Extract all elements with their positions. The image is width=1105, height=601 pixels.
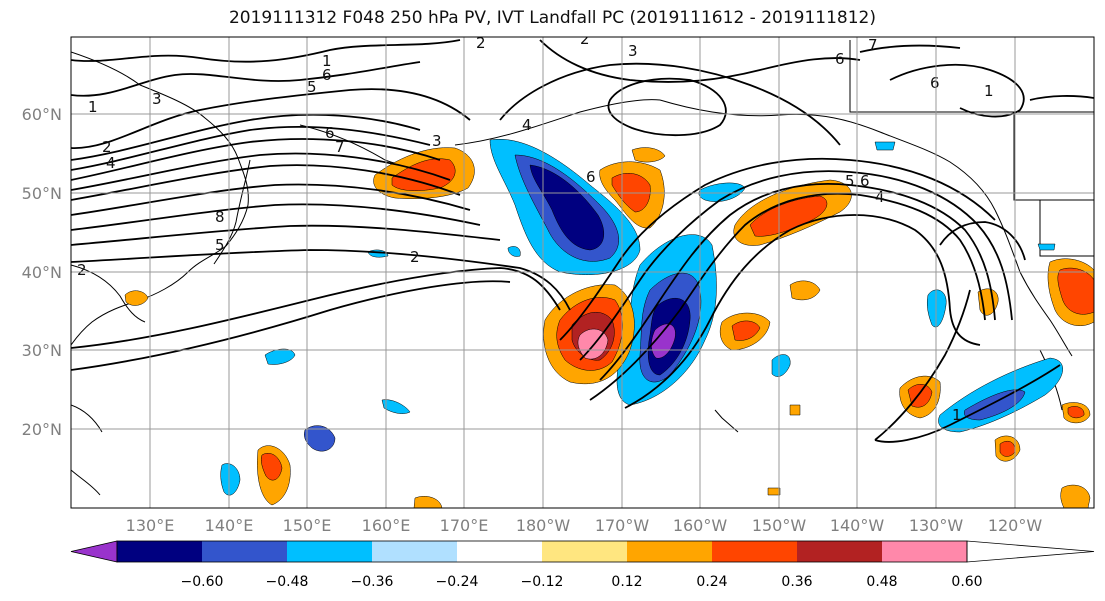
lon-label: 170°E	[440, 516, 489, 535]
contour-label: 1	[88, 98, 98, 116]
lat-label: 50°N	[22, 184, 62, 203]
colorbar-tick-label: −0.24	[436, 574, 479, 590]
colorbar-tick-label: 0.60	[951, 574, 982, 590]
contour-label: 6	[930, 74, 940, 92]
contour-label: 4	[106, 154, 116, 172]
contour-label: 3	[628, 42, 638, 60]
map-area: 1 2 3 4 5 6 7 8 2 3 5 6 4 1 6 3 2 7 6 1 …	[71, 30, 1094, 508]
colorbar-tick-label: 0.12	[611, 574, 642, 590]
colorbar-outline	[116, 540, 968, 563]
lon-label: 160°E	[362, 516, 411, 535]
colorbar-segment	[287, 541, 372, 562]
lon-label: 130°E	[126, 516, 175, 535]
map-frame	[70, 36, 1095, 509]
contour-label: 2	[476, 34, 486, 52]
latitude-labels: 60°N 50°N 40°N 30°N 20°N	[22, 105, 62, 439]
lat-label: 20°N	[22, 420, 62, 439]
contour-label: 8	[215, 208, 225, 226]
colorbar-segment	[542, 541, 627, 562]
contour-label: 6	[322, 66, 332, 84]
lon-label: 140°W	[830, 516, 885, 535]
contour-labels: 1 2 3 4 5 6 7 8 2 3 5 6 4 1 6 3 2 7 6 1 …	[77, 30, 994, 424]
lat-label: 40°N	[22, 263, 62, 282]
contour-label: 2	[410, 248, 420, 266]
colorbar-tick-label: −0.12	[521, 574, 564, 590]
longitude-labels: 130°E 140°E 150°E 160°E 170°E 180°W 170°…	[126, 516, 1043, 535]
colorbar-tick-label: −0.36	[351, 574, 394, 590]
contour-label: 4	[522, 116, 532, 134]
contour-label: 1	[322, 52, 332, 70]
colorbar-tick-label: −0.48	[266, 574, 309, 590]
contour-label: 2	[77, 261, 87, 279]
lat-label: 60°N	[22, 105, 62, 124]
colorbar-segment	[797, 541, 882, 562]
contour-label: 1	[952, 406, 962, 424]
lon-label: 180°W	[516, 516, 571, 535]
colorbar-segment	[627, 541, 712, 562]
lon-label: 120°W	[988, 516, 1043, 535]
colorbar-tick-label: 0.24	[696, 574, 727, 590]
colorbar-ticks: −0.60 −0.48 −0.36 −0.24 −0.12 0.12 0.24 0.36 0.4…	[181, 574, 983, 590]
colorbar-extend-left	[70, 540, 118, 563]
contour-label: 6	[586, 168, 596, 186]
contour-label: 7	[868, 36, 878, 54]
colorbar-extend-right	[966, 540, 1095, 563]
colorbar-segment	[457, 541, 542, 562]
map-title: 2019111312 F048 250 hPa PV, IVT Landfall…	[228, 8, 876, 28]
colorbar-segment	[202, 541, 287, 562]
contour-label: 2	[102, 138, 112, 156]
contour-label: 5	[845, 172, 855, 190]
contour-lines	[71, 39, 1094, 443]
lon-label: 140°E	[205, 516, 254, 535]
colorbar-segment	[117, 541, 202, 562]
graticule	[71, 37, 1094, 508]
colorbar-tick-label: 0.36	[781, 574, 812, 590]
lon-label: 170°W	[595, 516, 650, 535]
lat-label: 30°N	[22, 341, 62, 360]
contour-label: 5	[215, 236, 225, 254]
lon-label: 150°W	[752, 516, 807, 535]
contour-label: 2	[580, 30, 590, 48]
colorbar-tick-label: −0.60	[181, 574, 224, 590]
colorbar-segments	[70, 540, 1095, 563]
colorbar-tick-label: 0.48	[866, 574, 897, 590]
contour-label: 3	[432, 132, 442, 150]
colorbar: −0.60 −0.48 −0.36 −0.24 −0.12 0.12 0.24 0.36 0.4…	[70, 540, 1095, 590]
lon-label: 150°E	[283, 516, 332, 535]
contour-label: 4	[875, 188, 885, 206]
contour-label: 6	[835, 50, 845, 68]
lon-label: 130°W	[909, 516, 964, 535]
colorbar-segment	[882, 541, 967, 562]
contour-label: 5	[307, 78, 317, 96]
colorbar-segment	[712, 541, 797, 562]
colorbar-segment	[372, 541, 457, 562]
contour-label: 6	[860, 172, 870, 190]
contour-label: 6	[325, 124, 335, 142]
contour-label: 7	[335, 138, 345, 156]
contour-label: 1	[984, 82, 994, 100]
contour-label: 3	[152, 90, 162, 108]
lon-label: 160°W	[673, 516, 728, 535]
